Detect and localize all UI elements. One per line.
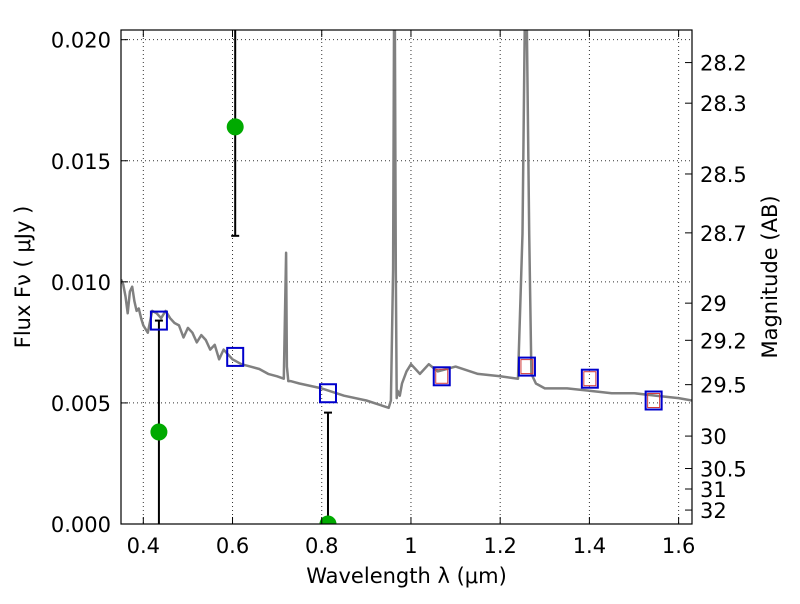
mag-tick-label: 29.2 xyxy=(700,329,747,353)
model-flux-inner-marker xyxy=(520,359,534,375)
x-tick-label: 1 xyxy=(404,534,417,558)
model-flux-marker xyxy=(432,366,451,387)
model-flux-inner-marker xyxy=(647,393,661,408)
y-axis-label: Flux Fν ( μJy ) xyxy=(11,206,35,349)
model-flux-marker xyxy=(149,310,168,331)
model-flux-marker xyxy=(226,346,245,367)
observed-flux-point xyxy=(319,515,337,524)
x-tick-label: 1.2 xyxy=(483,534,516,558)
x-tick-label: 1.4 xyxy=(573,534,606,558)
y2-axis-label: Magnitude (AB) xyxy=(758,195,782,358)
sed-line xyxy=(121,30,692,410)
mag-tick-label: 30.5 xyxy=(700,458,747,482)
model-flux-marker xyxy=(580,368,599,389)
x-tick-label: 0.6 xyxy=(216,534,249,558)
model-flux-inner-marker xyxy=(583,371,597,387)
mag-tick-label: 28.5 xyxy=(700,163,747,187)
observed-flux-point xyxy=(226,118,244,136)
x-tick-label: 0.8 xyxy=(305,534,338,558)
model-flux-marker xyxy=(517,356,536,377)
x-axis-label: Wavelength λ (μm) xyxy=(306,564,507,588)
mag-tick-label: 31 xyxy=(700,478,727,502)
y-tick-label: 0.015 xyxy=(51,150,111,174)
x-tick-label: 0.4 xyxy=(127,534,160,558)
mag-tick-label: 29.5 xyxy=(700,374,747,398)
y-tick-label: 0.010 xyxy=(51,271,111,295)
mag-tick-label: 28.2 xyxy=(700,52,747,76)
mag-tick-label: 32 xyxy=(700,499,727,523)
y-tick-label: 0.020 xyxy=(51,29,111,53)
plot-frame xyxy=(120,29,693,525)
y-tick-label: 0.005 xyxy=(51,392,111,416)
mag-tick-label: 30 xyxy=(700,425,727,449)
model-flux-inner-marker xyxy=(435,368,449,384)
mag-tick-label: 29 xyxy=(700,292,727,316)
mag-tick-label: 28.7 xyxy=(700,222,747,246)
observed-flux-point xyxy=(150,423,168,441)
x-tick-label: 1.6 xyxy=(662,534,695,558)
y-tick-label: 0.000 xyxy=(51,513,111,537)
model-flux-marker xyxy=(644,390,663,411)
mag-tick-label: 28.3 xyxy=(700,92,747,116)
model-flux-marker xyxy=(318,383,337,404)
